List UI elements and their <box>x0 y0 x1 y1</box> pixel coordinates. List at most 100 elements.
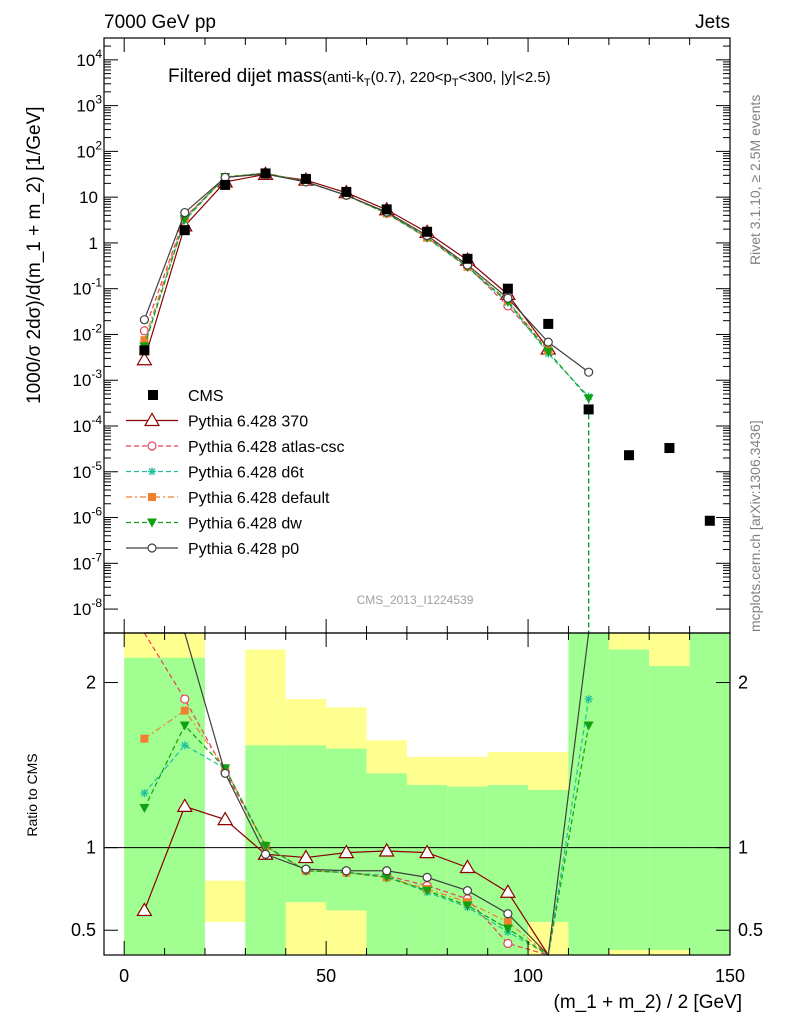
series-point <box>140 336 149 345</box>
axes-group: 10-810-710-610-510-410-310-210-111010210… <box>71 37 763 986</box>
series-line <box>143 172 590 399</box>
series-point <box>176 798 193 812</box>
x-tick-label: 150 <box>715 966 745 986</box>
series-point <box>459 859 476 874</box>
series-point <box>422 886 433 896</box>
data-point <box>624 450 635 461</box>
y-tick-label: 10-7 <box>72 550 102 573</box>
data-point <box>381 204 392 215</box>
syst-band-lower <box>528 921 569 955</box>
y-tick-label: 104 <box>76 47 102 70</box>
legend-entry: Pythia 6.428 default <box>126 490 330 507</box>
legend: CMS Pythia 6.428 370 Pythia 6.428 atlas-cs… <box>126 388 345 558</box>
data-point <box>462 253 473 264</box>
data-point <box>664 443 675 454</box>
data-point <box>260 168 271 179</box>
series-point <box>140 789 149 798</box>
series-point <box>179 215 190 225</box>
series-point <box>180 694 190 704</box>
y-tick-label: 103 <box>76 93 102 116</box>
syst-band-lower <box>285 902 327 955</box>
y-tick-label: 102 <box>76 138 102 161</box>
series-point <box>543 337 553 347</box>
series-line <box>143 173 590 373</box>
syst-band-lower <box>326 910 367 955</box>
legend-entry: Pythia 6.428 370 <box>126 412 308 431</box>
series-point <box>543 347 554 357</box>
y-tick-label: 10-8 <box>72 596 102 619</box>
y-tick-label: 10 <box>79 188 98 207</box>
series-line <box>144 632 590 957</box>
y-tick-label: 10-6 <box>72 505 102 528</box>
legend-symbol <box>147 441 157 451</box>
legend-entry: Pythia 6.428 d6t <box>126 465 304 482</box>
legend-label: Pythia 6.428 atlas-csc <box>188 439 345 456</box>
legend-entry: Pythia 6.428 dw <box>126 516 302 533</box>
series-point <box>136 902 153 917</box>
ratio-y-tick-label: 2 <box>86 673 96 693</box>
legend-symbol <box>148 467 156 476</box>
series-point <box>217 811 234 826</box>
chart-title-main: Filtered dijet mass <box>168 66 322 87</box>
legend-label: Pythia 6.428 default <box>188 490 330 507</box>
series-point <box>180 741 189 750</box>
chart-title: Filtered dijet mass(anti-kT(0.7), 220<pT… <box>168 66 551 89</box>
series-point <box>139 315 149 325</box>
data-point <box>179 225 190 236</box>
series-line <box>143 172 590 397</box>
series-point <box>338 844 355 859</box>
ratio-y-tick-label-right: 2 <box>738 673 748 693</box>
data-point <box>543 318 554 329</box>
series-point <box>220 768 230 778</box>
legend-symbol <box>147 543 157 553</box>
data-point <box>422 226 433 237</box>
series-point <box>260 842 271 852</box>
series-p0 <box>144 632 590 957</box>
header-left: 7000 GeV pp <box>104 12 216 33</box>
series-point <box>503 909 513 919</box>
series-line <box>143 698 590 956</box>
series-point <box>419 844 436 859</box>
series-point <box>301 864 311 874</box>
stat-band <box>406 784 448 955</box>
syst-band-lower <box>649 950 690 955</box>
chart-title-sub: (anti-kT(0.7), 220<pT<300, |y|<2.5) <box>322 69 551 89</box>
plot-frames <box>103 37 731 956</box>
y-tick-label: 1 <box>89 234 98 253</box>
data-point <box>583 404 594 415</box>
ratio-y-tick-label: 0.5 <box>71 920 96 940</box>
data-point <box>220 179 231 190</box>
stat-band <box>649 666 690 955</box>
legend-symbol <box>143 412 161 427</box>
syst-band-lower <box>608 950 650 955</box>
ratio-frame <box>103 632 731 956</box>
series-point <box>180 706 189 715</box>
mcplots-label: mcplots.cern.ch [arXiv:1306.3436] <box>747 420 763 632</box>
series-point <box>140 734 149 743</box>
data-point <box>704 515 715 526</box>
series-point <box>179 721 190 731</box>
stat-band <box>689 633 730 955</box>
x-tick-label: 100 <box>513 966 543 986</box>
y-axis-label-main: 1000/σ 2dσ)/d(m_1 + m_2) [1/GeV] <box>24 106 45 404</box>
main-series-group <box>136 166 715 633</box>
legend-label: Pythia 6.428 d6t <box>188 465 304 482</box>
series-point <box>462 901 473 911</box>
rivet-label: Rivet 3.1.10, ≥ 2.5M events <box>747 95 763 265</box>
y-tick-label: 10-3 <box>72 367 102 390</box>
series-point <box>378 842 395 857</box>
legend-entry: Pythia 6.428 atlas-csc <box>126 439 345 456</box>
series-line <box>143 173 549 360</box>
series-point <box>382 866 392 876</box>
stat-band <box>568 633 609 955</box>
series-point <box>180 207 190 218</box>
stat-band <box>608 649 650 955</box>
series-point <box>584 367 594 377</box>
series-point <box>297 849 314 864</box>
series-line <box>143 724 590 957</box>
y-tick-label: 10-4 <box>72 413 102 436</box>
series-point <box>502 924 513 934</box>
series-point <box>462 885 473 896</box>
series-point <box>422 872 432 882</box>
